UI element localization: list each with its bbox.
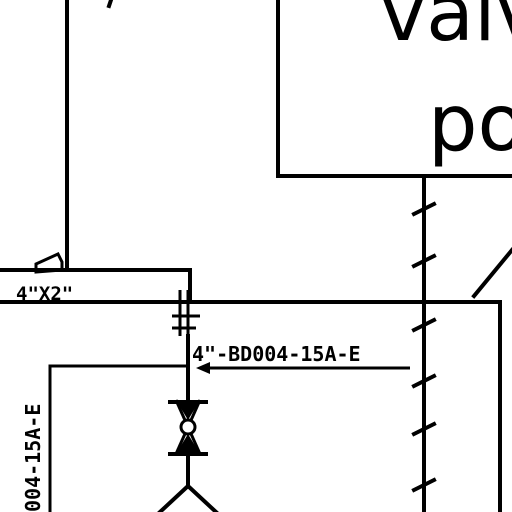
funnel-symbol bbox=[157, 452, 219, 512]
main-header-pipe bbox=[0, 300, 502, 512]
flange-symbol bbox=[172, 290, 200, 336]
signal-line bbox=[411, 174, 437, 512]
reducer-symbol bbox=[34, 252, 64, 274]
left-loop-pipe bbox=[48, 364, 188, 512]
callout-text-line2: po bbox=[428, 79, 512, 169]
reducer-branch: 4"X2" bbox=[0, 0, 192, 305]
callout-box: valv po bbox=[276, 0, 512, 178]
top-mark bbox=[106, 0, 114, 9]
arrow-head bbox=[196, 362, 210, 374]
line-label-horizontal: 4"-BD004-15A-E bbox=[192, 342, 361, 366]
callout-text-line1: valv bbox=[380, 0, 512, 59]
gate-valve-symbol bbox=[168, 399, 208, 456]
diagonal-line bbox=[471, 247, 512, 299]
reducer-label: 4"X2" bbox=[16, 283, 73, 305]
line-label-vertical: 004-15A-E bbox=[21, 404, 45, 512]
